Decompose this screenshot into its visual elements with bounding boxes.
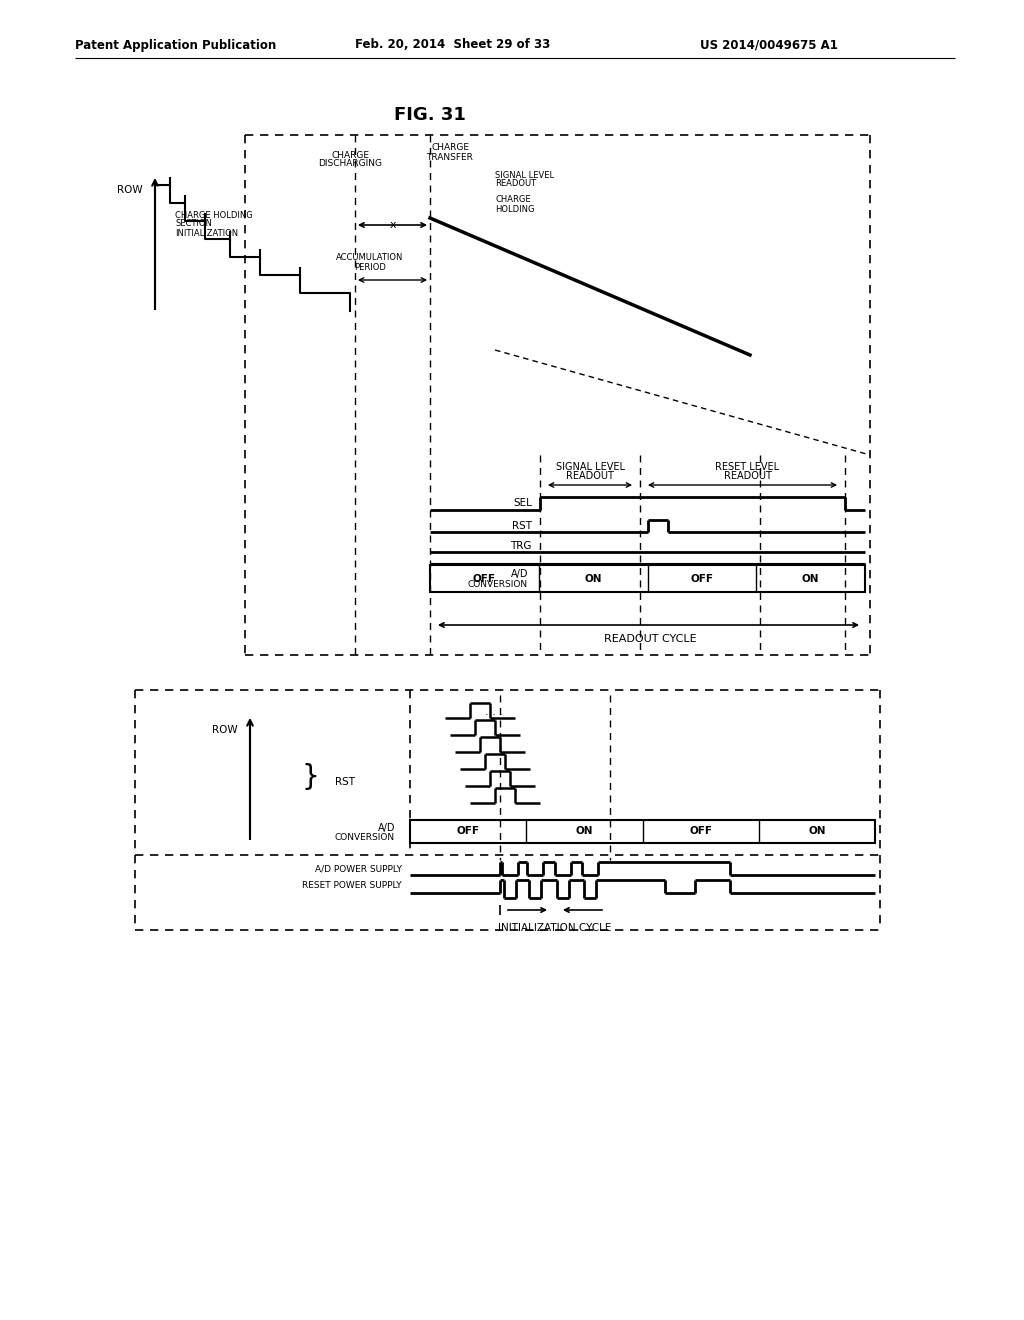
Text: HOLDING: HOLDING <box>495 205 535 214</box>
Text: READOUT: READOUT <box>566 471 614 480</box>
Text: x: x <box>389 220 396 230</box>
Text: CONVERSION: CONVERSION <box>468 579 528 589</box>
Text: OFF: OFF <box>689 826 712 837</box>
Text: FIG. 31: FIG. 31 <box>394 106 466 124</box>
Text: OFF: OFF <box>457 826 479 837</box>
Text: TRG: TRG <box>511 541 532 550</box>
Text: ROW: ROW <box>212 725 238 735</box>
Text: ON: ON <box>585 573 602 583</box>
Text: RST: RST <box>512 521 532 531</box>
Text: CHARGE HOLDING: CHARGE HOLDING <box>175 210 253 219</box>
Text: }: } <box>301 763 318 792</box>
Text: CHARGE: CHARGE <box>495 195 530 205</box>
Text: SECTION: SECTION <box>175 219 212 228</box>
Text: CHARGE: CHARGE <box>431 144 469 153</box>
Text: READOUT: READOUT <box>724 471 771 480</box>
Text: ACCUMULATION: ACCUMULATION <box>336 253 403 263</box>
Text: SEL: SEL <box>513 499 532 508</box>
Text: ON: ON <box>808 826 825 837</box>
Text: RESET LEVEL: RESET LEVEL <box>716 462 779 473</box>
Text: TRANSFER: TRANSFER <box>427 153 473 161</box>
Text: ON: ON <box>802 573 819 583</box>
Text: READOUT CYCLE: READOUT CYCLE <box>604 634 696 644</box>
Text: Patent Application Publication: Patent Application Publication <box>75 38 276 51</box>
Text: SIGNAL LEVEL: SIGNAL LEVEL <box>555 462 625 473</box>
Text: A/D: A/D <box>378 822 395 833</box>
Text: A/D: A/D <box>511 569 528 579</box>
Text: . . .: . . . <box>485 708 503 717</box>
Text: Feb. 20, 2014  Sheet 29 of 33: Feb. 20, 2014 Sheet 29 of 33 <box>355 38 550 51</box>
Text: INITIALIZATION: INITIALIZATION <box>175 228 239 238</box>
Text: DISCHARGING: DISCHARGING <box>318 160 382 169</box>
Text: CHARGE: CHARGE <box>331 150 369 160</box>
Text: OFF: OFF <box>690 573 714 583</box>
Text: READOUT: READOUT <box>495 180 537 189</box>
Text: ROW: ROW <box>118 185 143 195</box>
Text: CONVERSION: CONVERSION <box>335 833 395 842</box>
Text: RESET POWER SUPPLY: RESET POWER SUPPLY <box>302 882 402 891</box>
Text: RST: RST <box>335 777 355 787</box>
Text: A/D POWER SUPPLY: A/D POWER SUPPLY <box>315 865 402 874</box>
Text: ON: ON <box>575 826 593 837</box>
Bar <box>430 565 865 591</box>
Text: SIGNAL LEVEL: SIGNAL LEVEL <box>495 170 554 180</box>
Text: PERIOD: PERIOD <box>354 263 386 272</box>
Text: INITIALIZATION CYCLE: INITIALIZATION CYCLE <box>499 923 611 933</box>
Bar <box>410 820 874 843</box>
Text: US 2014/0049675 A1: US 2014/0049675 A1 <box>700 38 838 51</box>
Text: OFF: OFF <box>473 573 496 583</box>
